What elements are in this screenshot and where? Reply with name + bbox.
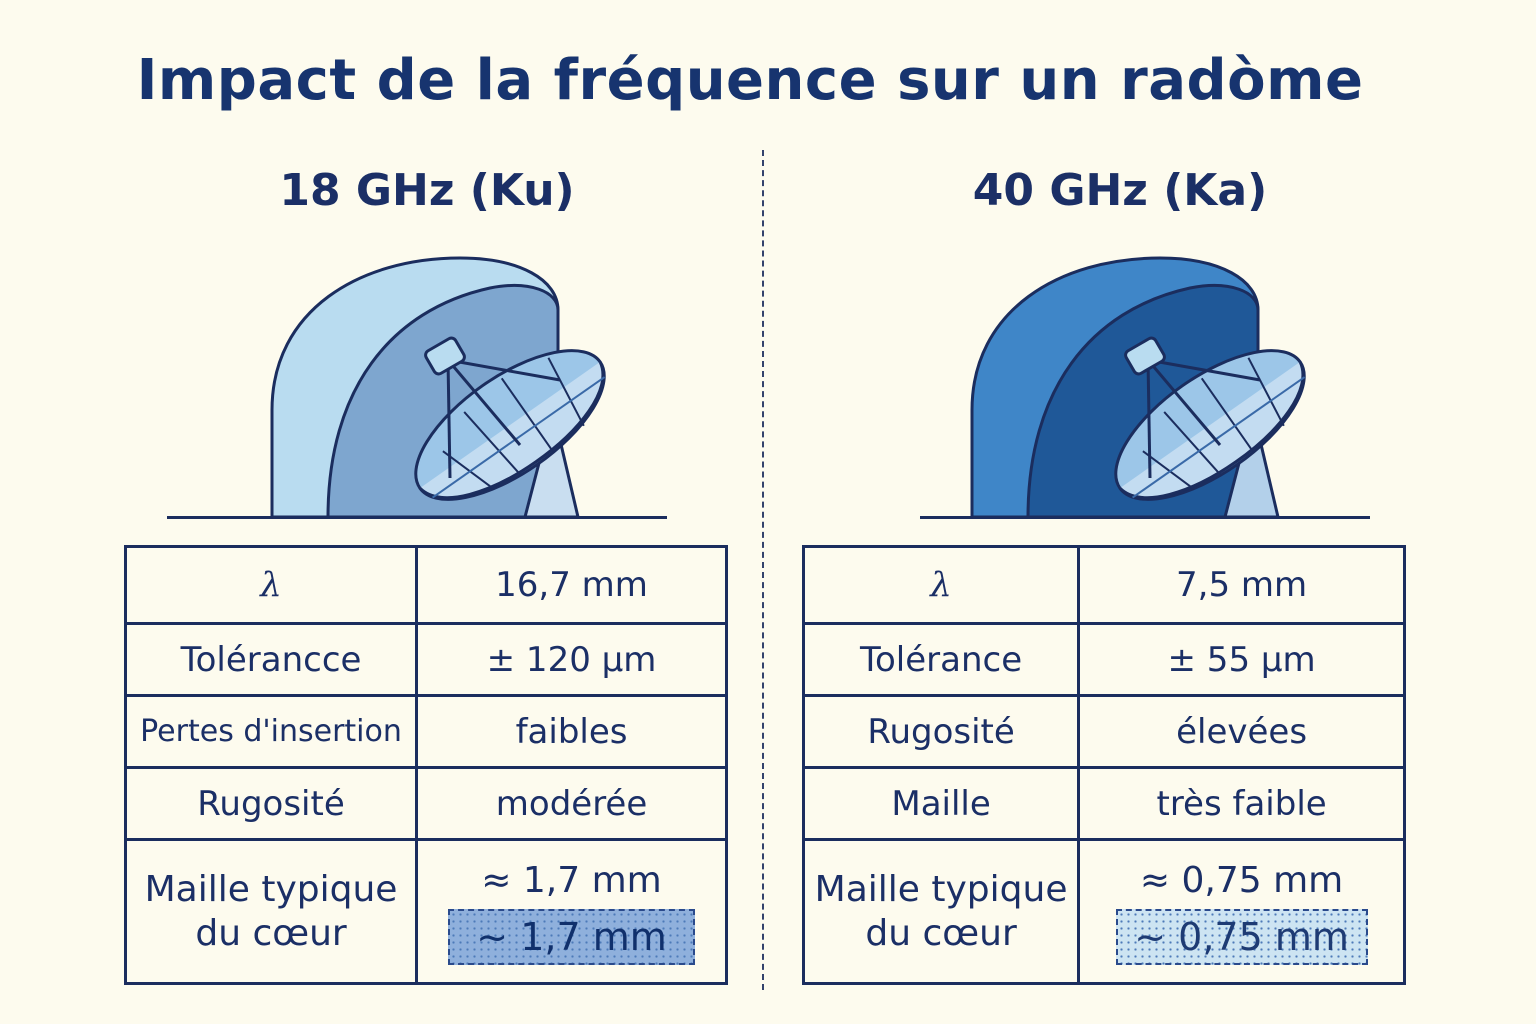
ka-row-value: ± 55 µm (1077, 622, 1406, 697)
ku-row-value: 16,7 mm (415, 545, 728, 625)
ka-mesh-label-line2: du cœur (865, 912, 1017, 954)
ka-row-label: Rugosité (801, 694, 1081, 769)
ku-ground-line (167, 516, 667, 519)
ka-row-value: 7,5 mm (1077, 545, 1406, 625)
radome-dish-icon (970, 256, 1306, 519)
ka-row-label: Maille (801, 766, 1081, 841)
ka-row-value: élevées (1077, 694, 1406, 769)
table-row: Maille très faible (801, 766, 1406, 841)
ku-row-label: λ (123, 545, 419, 625)
ku-row-value: modérée (415, 766, 728, 841)
ka-row-value: très faible (1077, 766, 1406, 841)
ku-mesh-label-line2: du cœur (195, 912, 347, 954)
ku-row-value: ± 120 µm (415, 622, 728, 697)
ku-heading: 18 GHz (Ku) (279, 165, 575, 216)
table-row: λ 16,7 mm (123, 545, 728, 625)
ka-heading: 40 GHz (Ka) (972, 165, 1268, 216)
ku-row-label: Tolérancce (123, 622, 419, 697)
table-row: Rugosité élevées (801, 694, 1406, 769)
ka-ground-line (920, 516, 1370, 519)
radome-dish-icon (270, 256, 606, 519)
ku-mesh-value-cell: ≈ 1,7 mm ~ 1,7 mm (415, 838, 728, 985)
ka-mesh-value: ≈ 0,75 mm (1139, 859, 1344, 901)
ka-mesh-highlight: ~ 0,75 mm (1115, 908, 1368, 965)
table-row: Tolérancce ± 120 µm (123, 622, 728, 697)
ka-spec-table: λ 7,5 mm Tolérance ± 55 µm Rugosité élev… (801, 545, 1406, 985)
ka-mesh-label: Maille typique du cœur (801, 838, 1081, 985)
ku-mesh-highlight: ~ 1,7 mm (448, 908, 696, 965)
ku-mesh-label-line1: Maille typique (144, 868, 398, 910)
ku-row-label: Pertes d'insertion (123, 694, 419, 769)
ka-mesh-label-line1: Maille typique (814, 868, 1068, 910)
table-row: Rugosité modérée (123, 766, 728, 841)
table-row: Pertes d'insertion faibles (123, 694, 728, 769)
ka-row-label: Tolérance (801, 622, 1081, 697)
table-row: Maille typique du cœur ≈ 0,75 mm ~ 0,75 … (801, 838, 1406, 985)
table-row: λ 7,5 mm (801, 545, 1406, 625)
ka-row-label: λ (801, 545, 1081, 625)
ku-mesh-value: ≈ 1,7 mm (481, 859, 662, 901)
center-divider (762, 150, 764, 990)
ku-row-label: Rugosité (123, 766, 419, 841)
page-title: Impact de la fréquence sur un radòme (136, 48, 1364, 113)
ka-mesh-value-cell: ≈ 0,75 mm ~ 0,75 mm (1077, 838, 1406, 985)
table-row: Maille typique du cœur ≈ 1,7 mm ~ 1,7 mm (123, 838, 728, 985)
ku-spec-table: λ 16,7 mm Tolérancce ± 120 µm Pertes d'i… (123, 545, 728, 985)
table-row: Tolérance ± 55 µm (801, 622, 1406, 697)
ku-mesh-label: Maille typique du cœur (123, 838, 419, 985)
ku-row-value: faibles (415, 694, 728, 769)
